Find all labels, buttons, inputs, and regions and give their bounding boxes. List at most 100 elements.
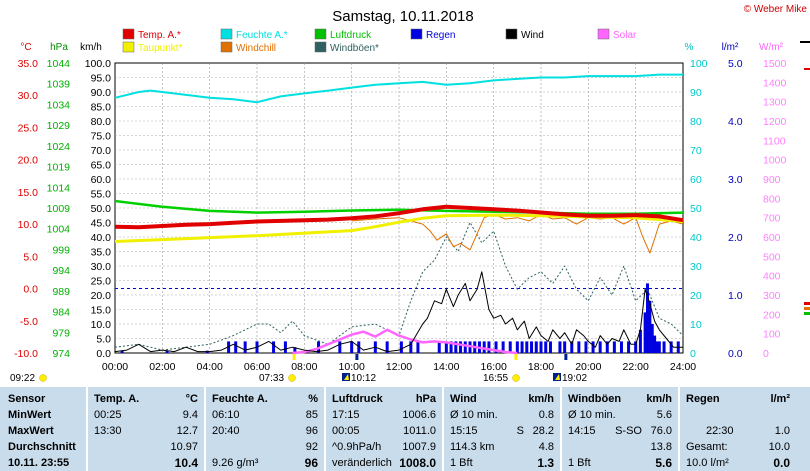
stats-rain-total-label: Gesamt: [686,441,728,453]
rain-bar [570,341,574,353]
axis-tick-label: 30 [690,261,702,273]
stats-wind-avg10: 0.8 [538,409,554,421]
stats-rain-col: Regen l/m² 22:30 1.0 Gesamt: 10.0 10.0 l/m²… [680,387,796,471]
stats-pressure-min: 1006.6 [402,409,436,421]
legend-swatch [220,41,233,53]
stats-gusts-max: 76.0 [650,425,672,437]
axis-tick-label: 994 [52,265,70,277]
axis-tick-label: 100 [763,329,781,341]
rain-bar [272,341,276,353]
humidity-axis-unit: % [685,42,694,53]
rain-bar [591,341,595,353]
legend-label: Taupunkt* [138,43,183,54]
stats-wind-avg: 4.8 [538,441,554,453]
axis-tick-label: 35.0 [91,247,112,259]
sun-icon [39,374,47,382]
event-marker [514,354,518,360]
edge-mark [800,41,810,43]
axis-tick-label: 10.0 [18,219,39,231]
axis-tick-label: 25.0 [91,276,112,288]
rain-bar [494,341,498,353]
legend-label: Luftdruck [330,30,372,41]
x-tick-label: 04:00 [197,361,223,373]
axis-tick-label: 700 [763,213,781,225]
axis-tick-label: 979 [52,327,70,339]
rain-bar [350,341,354,353]
legend-label: Wind [521,30,544,41]
axis-tick-label: 800 [763,193,781,205]
rain-bar [437,341,441,353]
stats-wind-header: Wind [450,393,477,405]
rain-bar [501,341,505,353]
rain-bar [487,341,491,353]
event-marker [564,354,568,360]
stats-temp-col: Temp. A. °C 00:25 9.4 13:30 12.7 10.97 10.4 [88,387,204,471]
rain-bar [120,350,124,353]
stats-gusts-max-dir: S-SO [615,425,642,437]
axis-tick-label: 1500 [763,58,787,70]
x-tick-label: 18:00 [528,361,554,373]
axis-tick-label: 100 [690,58,708,70]
solar-line [292,328,518,355]
stats-pressure-col: Luftdruck hPa 17:15 1006.6 00:05 1011.0 ^0.… [326,387,442,471]
rain-bar [544,341,548,353]
axis-tick-label: 1100 [763,135,786,147]
stats-wind-avg-label: Ø 10 min. [450,409,498,421]
stats-temp-unit: °C [185,393,198,405]
axis-tick-label: 30.0 [18,90,39,102]
stats-wind-max-dir: S [516,425,524,437]
brand-label: © Weber Mike [744,4,808,15]
legend-swatch [505,28,518,40]
rain-bar [234,341,238,353]
stats-gusts-unit: km/h [646,393,672,405]
axis-tick-label: 3.0 [728,174,743,186]
rain-bar [338,341,342,353]
legend-label: Windböen* [330,43,379,54]
stats-gusts-max-time: 14:15 [568,425,596,437]
temp-line [114,204,684,230]
stats-table: Sensor MinWert MaxWert Durchschnitt 10.1… [0,387,810,471]
series-layer [114,73,684,355]
sun-moon-events: 09:22 07:33 10:12 16:55 19:02 [10,354,587,384]
x-tick-label: 24:00 [670,361,696,373]
event-marker [292,354,296,360]
edge-mark [804,312,810,315]
legend-swatch [122,28,135,40]
axis-tick-label: 1034 [47,99,71,111]
legend-swatch [314,28,327,40]
stats-wind-unit: km/h [528,393,554,405]
stats-row-label: MaxWert [8,425,54,437]
axis-tick-label: 1000 [763,155,787,167]
stats-humidity-header: Feuchte A. [212,393,268,405]
stats-temp-min-time: 00:25 [94,409,122,421]
axis-tick-label: 0 [690,348,696,360]
axis-tick-label: -10.0 [14,348,38,360]
axis-tick-label: -5.0 [20,316,38,328]
axis-tick-label: 600 [763,232,781,244]
stats-row-label: 10.11. 23:55 [8,457,70,469]
axis-tick-label: 0.0 [728,348,743,360]
stats-wind-max-time: 15:15 [450,425,478,437]
stats-pressure-header: Luftdruck [332,393,383,405]
x-tick-label: 22:00 [623,361,649,373]
stats-pressure-avg: 1007.9 [402,441,436,453]
axis-tick-label: 1009 [47,203,71,215]
stats-rain-current: 0.0 [773,456,790,470]
humidity-line [114,73,683,104]
rain-bar [534,341,538,353]
rain-bar [482,341,486,353]
sun-event-time: 16:55 [483,373,508,384]
stats-temp-min: 9.4 [182,409,198,421]
legend-swatch [410,28,423,40]
rain-bar [444,341,448,353]
stats-rain-unit: l/m² [770,393,790,405]
axis-tick-label: 50 [690,203,702,215]
rain-bar [454,341,458,353]
grid-lines [115,63,683,353]
axis-tick-label: 20.0 [91,290,112,302]
stats-temp-max-time: 13:30 [94,425,122,437]
rain-bar [650,324,654,353]
axis-tick-label: 70 [690,145,702,157]
rain-bar [577,341,581,353]
rain-bar [385,341,389,353]
